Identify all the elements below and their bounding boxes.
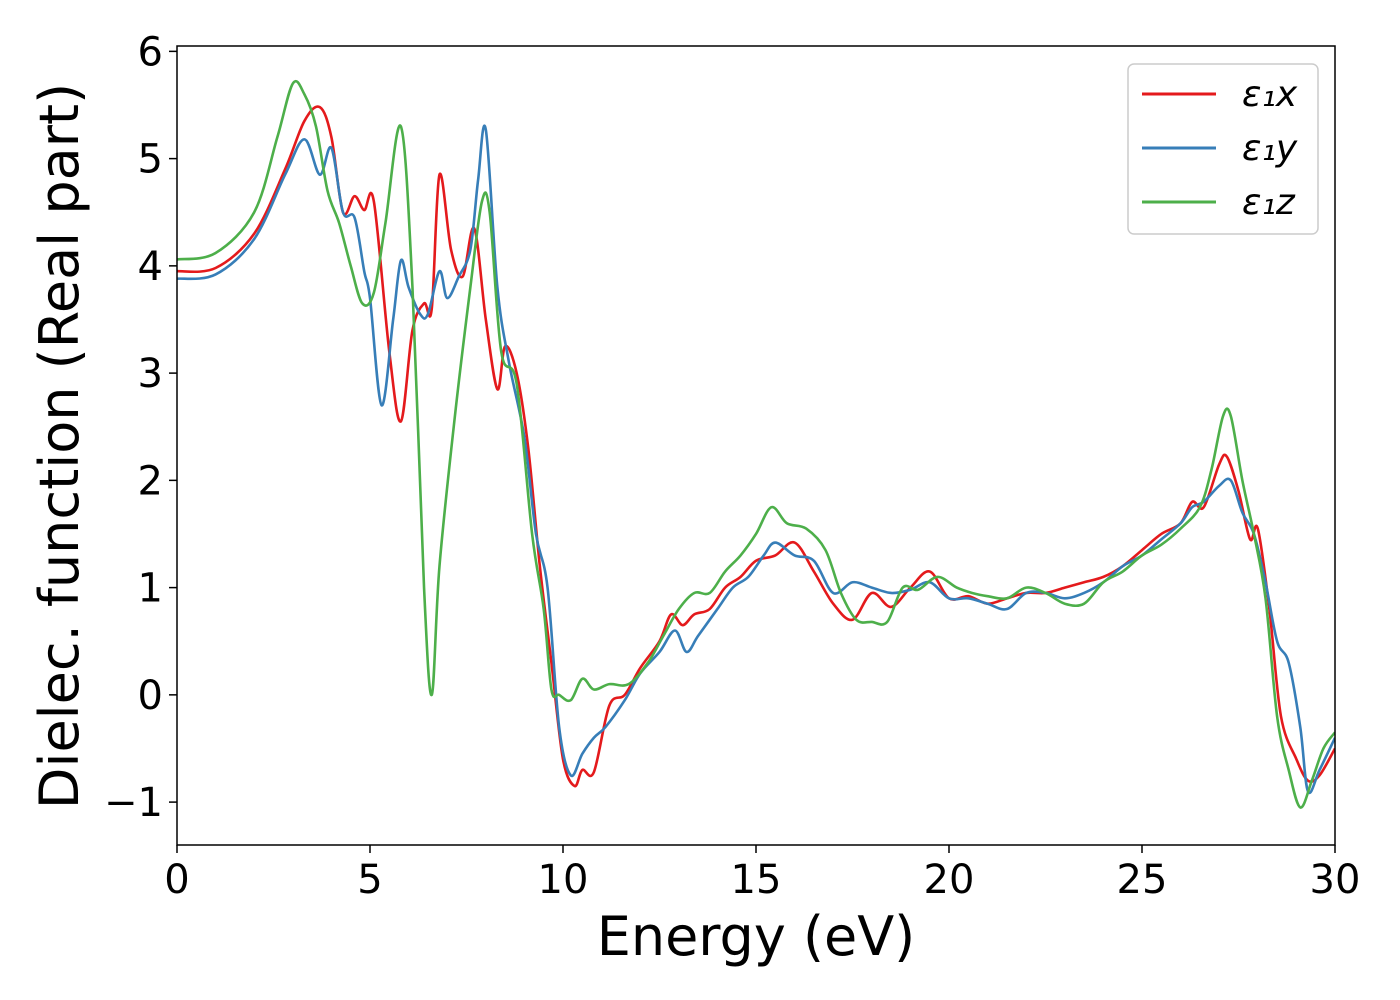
- x-axis-label: Energy (eV): [597, 905, 916, 968]
- legend-box: [1127, 63, 1319, 235]
- y-tick-label: 1: [138, 566, 163, 612]
- y-tick-label: 0: [138, 673, 163, 719]
- series-line-3: [177, 79, 1335, 809]
- y-tick-label: 4: [138, 244, 163, 290]
- legend-label-3: ε₁z: [1242, 182, 1296, 223]
- series-layer: [177, 79, 1335, 809]
- x-tick-label: 20: [924, 857, 975, 903]
- y-tick-label: 2: [138, 458, 163, 504]
- legend-label-1: ε₁x: [1242, 74, 1298, 115]
- x-tick-label: 30: [1310, 857, 1361, 903]
- x-tick-label: 25: [1117, 857, 1168, 903]
- legend: ε₁x ε₁y ε₁z: [1127, 63, 1319, 235]
- series-line-2: [177, 124, 1335, 795]
- legend-label-2: ε₁y: [1242, 128, 1298, 169]
- y-axis: −1 0 1 2 3 4 5 6: [104, 29, 177, 826]
- x-axis: 0 5 10 15 20 25 30: [164, 845, 1360, 903]
- y-tick-label: 6: [138, 29, 163, 75]
- x-tick-label: 5: [357, 857, 382, 903]
- y-tick-label: 5: [138, 137, 163, 183]
- legend-entries: ε₁x ε₁y ε₁z: [1142, 74, 1298, 223]
- y-axis-label: Dielec. function (Real part): [28, 83, 91, 809]
- x-tick-label: 0: [164, 857, 189, 903]
- y-tick-label: 3: [138, 351, 163, 397]
- y-tick-label: −1: [104, 780, 163, 826]
- x-tick-label: 15: [731, 857, 782, 903]
- x-tick-label: 10: [538, 857, 589, 903]
